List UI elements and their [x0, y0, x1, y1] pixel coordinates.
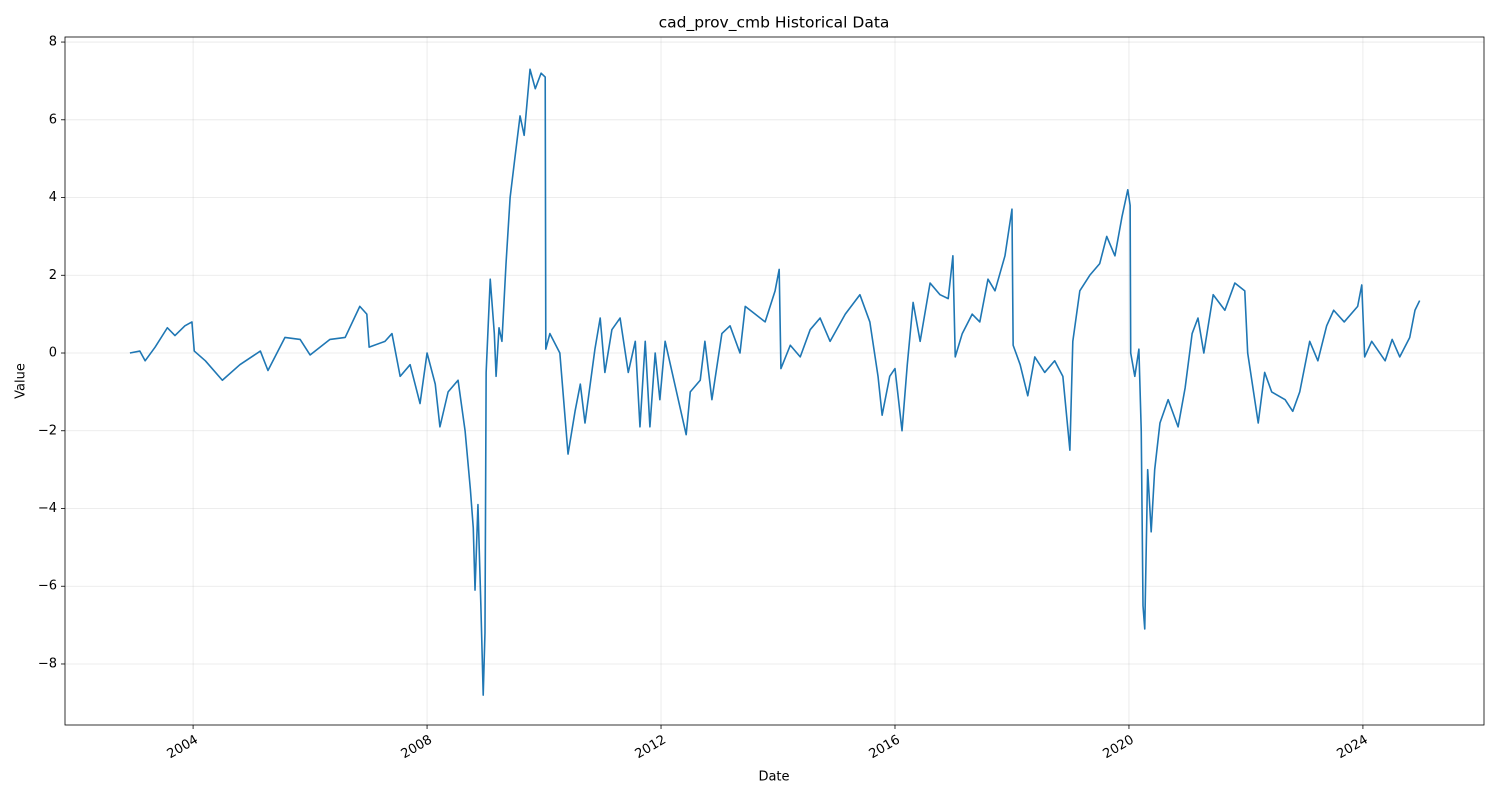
- x-tick-label: 2020: [1101, 733, 1137, 763]
- y-tick-label: −8: [38, 656, 57, 671]
- plot-frame: [64, 36, 1485, 726]
- x-tick-label: 2012: [633, 733, 669, 763]
- chart-title: cad_prov_cmb Historical Data: [659, 14, 890, 33]
- y-axis-label: Value: [14, 363, 29, 399]
- y-tick-label: −6: [38, 579, 57, 594]
- y-tick-label: 0: [49, 346, 57, 361]
- data-line: [129, 68, 1421, 696]
- y-tick-label: 6: [49, 112, 57, 127]
- x-axis-label: Date: [758, 770, 789, 785]
- x-tick-label: 2024: [1335, 733, 1371, 763]
- y-tick-label: 8: [49, 35, 57, 50]
- x-tick-label: 2004: [165, 733, 201, 763]
- y-tick-label: −2: [38, 423, 57, 438]
- x-tick-label: 2016: [867, 733, 903, 763]
- y-tick-label: −4: [38, 501, 57, 516]
- x-tick-label: 2008: [399, 733, 435, 763]
- y-tick-label: 2: [49, 268, 57, 283]
- y-tick-label: 4: [49, 190, 57, 205]
